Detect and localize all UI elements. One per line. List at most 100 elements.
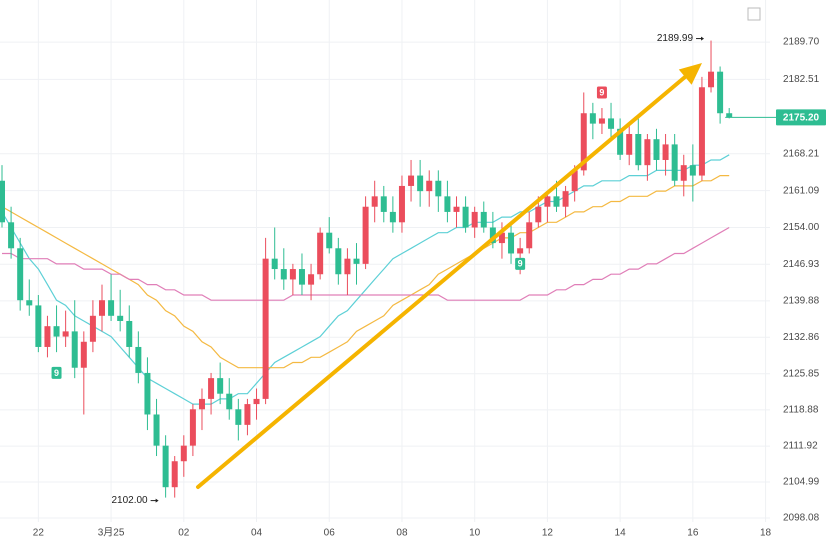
count-marker-label: 9 xyxy=(518,259,523,269)
candle-body xyxy=(317,232,324,275)
candle-body xyxy=(362,206,369,264)
y-tick-label: 2118.88 xyxy=(783,405,819,416)
y-tick-label: 2146.93 xyxy=(783,259,820,270)
candle-body xyxy=(426,180,433,192)
count-marker xyxy=(515,257,526,270)
candle-body xyxy=(608,118,615,129)
candle-body xyxy=(671,144,678,181)
candle-body xyxy=(644,139,651,166)
candle-body xyxy=(80,341,87,368)
candle-body xyxy=(517,248,524,254)
candle-body xyxy=(117,315,124,321)
x-tick-label: 02 xyxy=(178,528,190,539)
candle-body xyxy=(698,87,705,176)
candle-body xyxy=(153,414,160,446)
candle-body xyxy=(162,445,169,488)
candle-body xyxy=(289,269,296,280)
last-price-tag xyxy=(776,109,826,126)
candle-body xyxy=(717,71,724,114)
candle-body xyxy=(435,180,442,197)
annotations: 2175.20 2189.99 2102.00 9 9 9 xyxy=(51,33,826,506)
x-tick-label: 12 xyxy=(542,528,554,539)
candle-body xyxy=(444,196,451,212)
candle-body xyxy=(0,180,5,223)
y-tick-label: 2132.86 xyxy=(783,332,820,343)
candle-body xyxy=(226,393,233,410)
moving-averages xyxy=(1,154,730,405)
candle-body xyxy=(98,300,105,316)
candle-body xyxy=(308,274,315,285)
x-tick-label: 10 xyxy=(469,528,481,539)
candle-body xyxy=(208,378,215,399)
candle-body xyxy=(544,196,551,207)
x-tick-label: 04 xyxy=(251,528,263,539)
x-tick-label: 3月25 xyxy=(98,527,125,539)
candle-body xyxy=(498,232,505,244)
extreme-label: 2102.00 xyxy=(111,495,148,506)
count-marker-label: 9 xyxy=(54,368,59,378)
candle-body xyxy=(626,134,633,155)
candle-body xyxy=(489,227,496,244)
candle-body xyxy=(26,300,33,306)
candle-body xyxy=(553,196,560,207)
candle-body xyxy=(217,378,224,394)
trend-arrow xyxy=(196,63,702,489)
extreme-arrow-head xyxy=(701,36,705,41)
count-marker-label: 9 xyxy=(599,87,604,97)
x-tick-label: 08 xyxy=(396,528,408,539)
y-tick-label: 2104.99 xyxy=(783,477,820,488)
candle-body xyxy=(144,372,151,415)
extreme-label: 2189.99 xyxy=(657,33,694,44)
y-tick-label: 2111.92 xyxy=(783,441,818,452)
candle-body xyxy=(180,445,187,462)
candle-body xyxy=(689,165,696,176)
last-price-label: 2175.20 xyxy=(783,113,820,124)
candle-body xyxy=(708,71,715,88)
axis: 2189.70 2182.51 2168.21 2161.09 2154.00 2146.… xyxy=(33,37,820,539)
x-tick-label: 18 xyxy=(760,528,772,539)
candle-body xyxy=(8,222,15,249)
candle-body xyxy=(335,248,342,275)
y-tick-label: 2161.09 xyxy=(783,185,820,196)
candle-body xyxy=(371,196,378,207)
candle-body xyxy=(244,404,251,425)
candle-body xyxy=(344,258,351,275)
candle-body xyxy=(662,144,669,160)
candle-body xyxy=(235,409,242,425)
candle-body xyxy=(198,398,205,410)
candle-body xyxy=(398,185,405,223)
candle-body xyxy=(535,206,542,223)
ma-line xyxy=(2,226,730,301)
candle-body xyxy=(17,248,24,301)
y-tick-label: 2125.85 xyxy=(783,368,820,379)
arrow-head xyxy=(678,63,702,85)
candle-body xyxy=(480,211,487,228)
candle-body xyxy=(508,232,515,254)
candle-body xyxy=(417,175,424,192)
candle-body xyxy=(462,206,469,228)
grid xyxy=(0,0,770,522)
candle-body xyxy=(298,269,305,285)
count-marker xyxy=(596,86,607,99)
candle-body xyxy=(253,398,260,405)
candle-body xyxy=(471,211,478,228)
x-tick-label: 16 xyxy=(687,528,699,539)
candle-body xyxy=(280,269,287,280)
candle-body xyxy=(353,258,360,264)
candle-body xyxy=(526,222,533,249)
candle-body xyxy=(653,139,660,160)
candle-body xyxy=(135,346,142,373)
candle-body xyxy=(271,258,278,270)
y-tick-label: 2189.70 xyxy=(783,37,820,48)
fullscreen-icon[interactable] xyxy=(747,7,761,21)
candle-body xyxy=(35,305,42,347)
candle-body xyxy=(326,232,333,249)
candle-body xyxy=(62,331,69,337)
y-tick-label: 2168.21 xyxy=(783,148,820,159)
candle-body xyxy=(598,118,605,124)
candle-body xyxy=(635,134,642,166)
candle-body xyxy=(126,320,133,347)
candle-body xyxy=(171,461,178,488)
